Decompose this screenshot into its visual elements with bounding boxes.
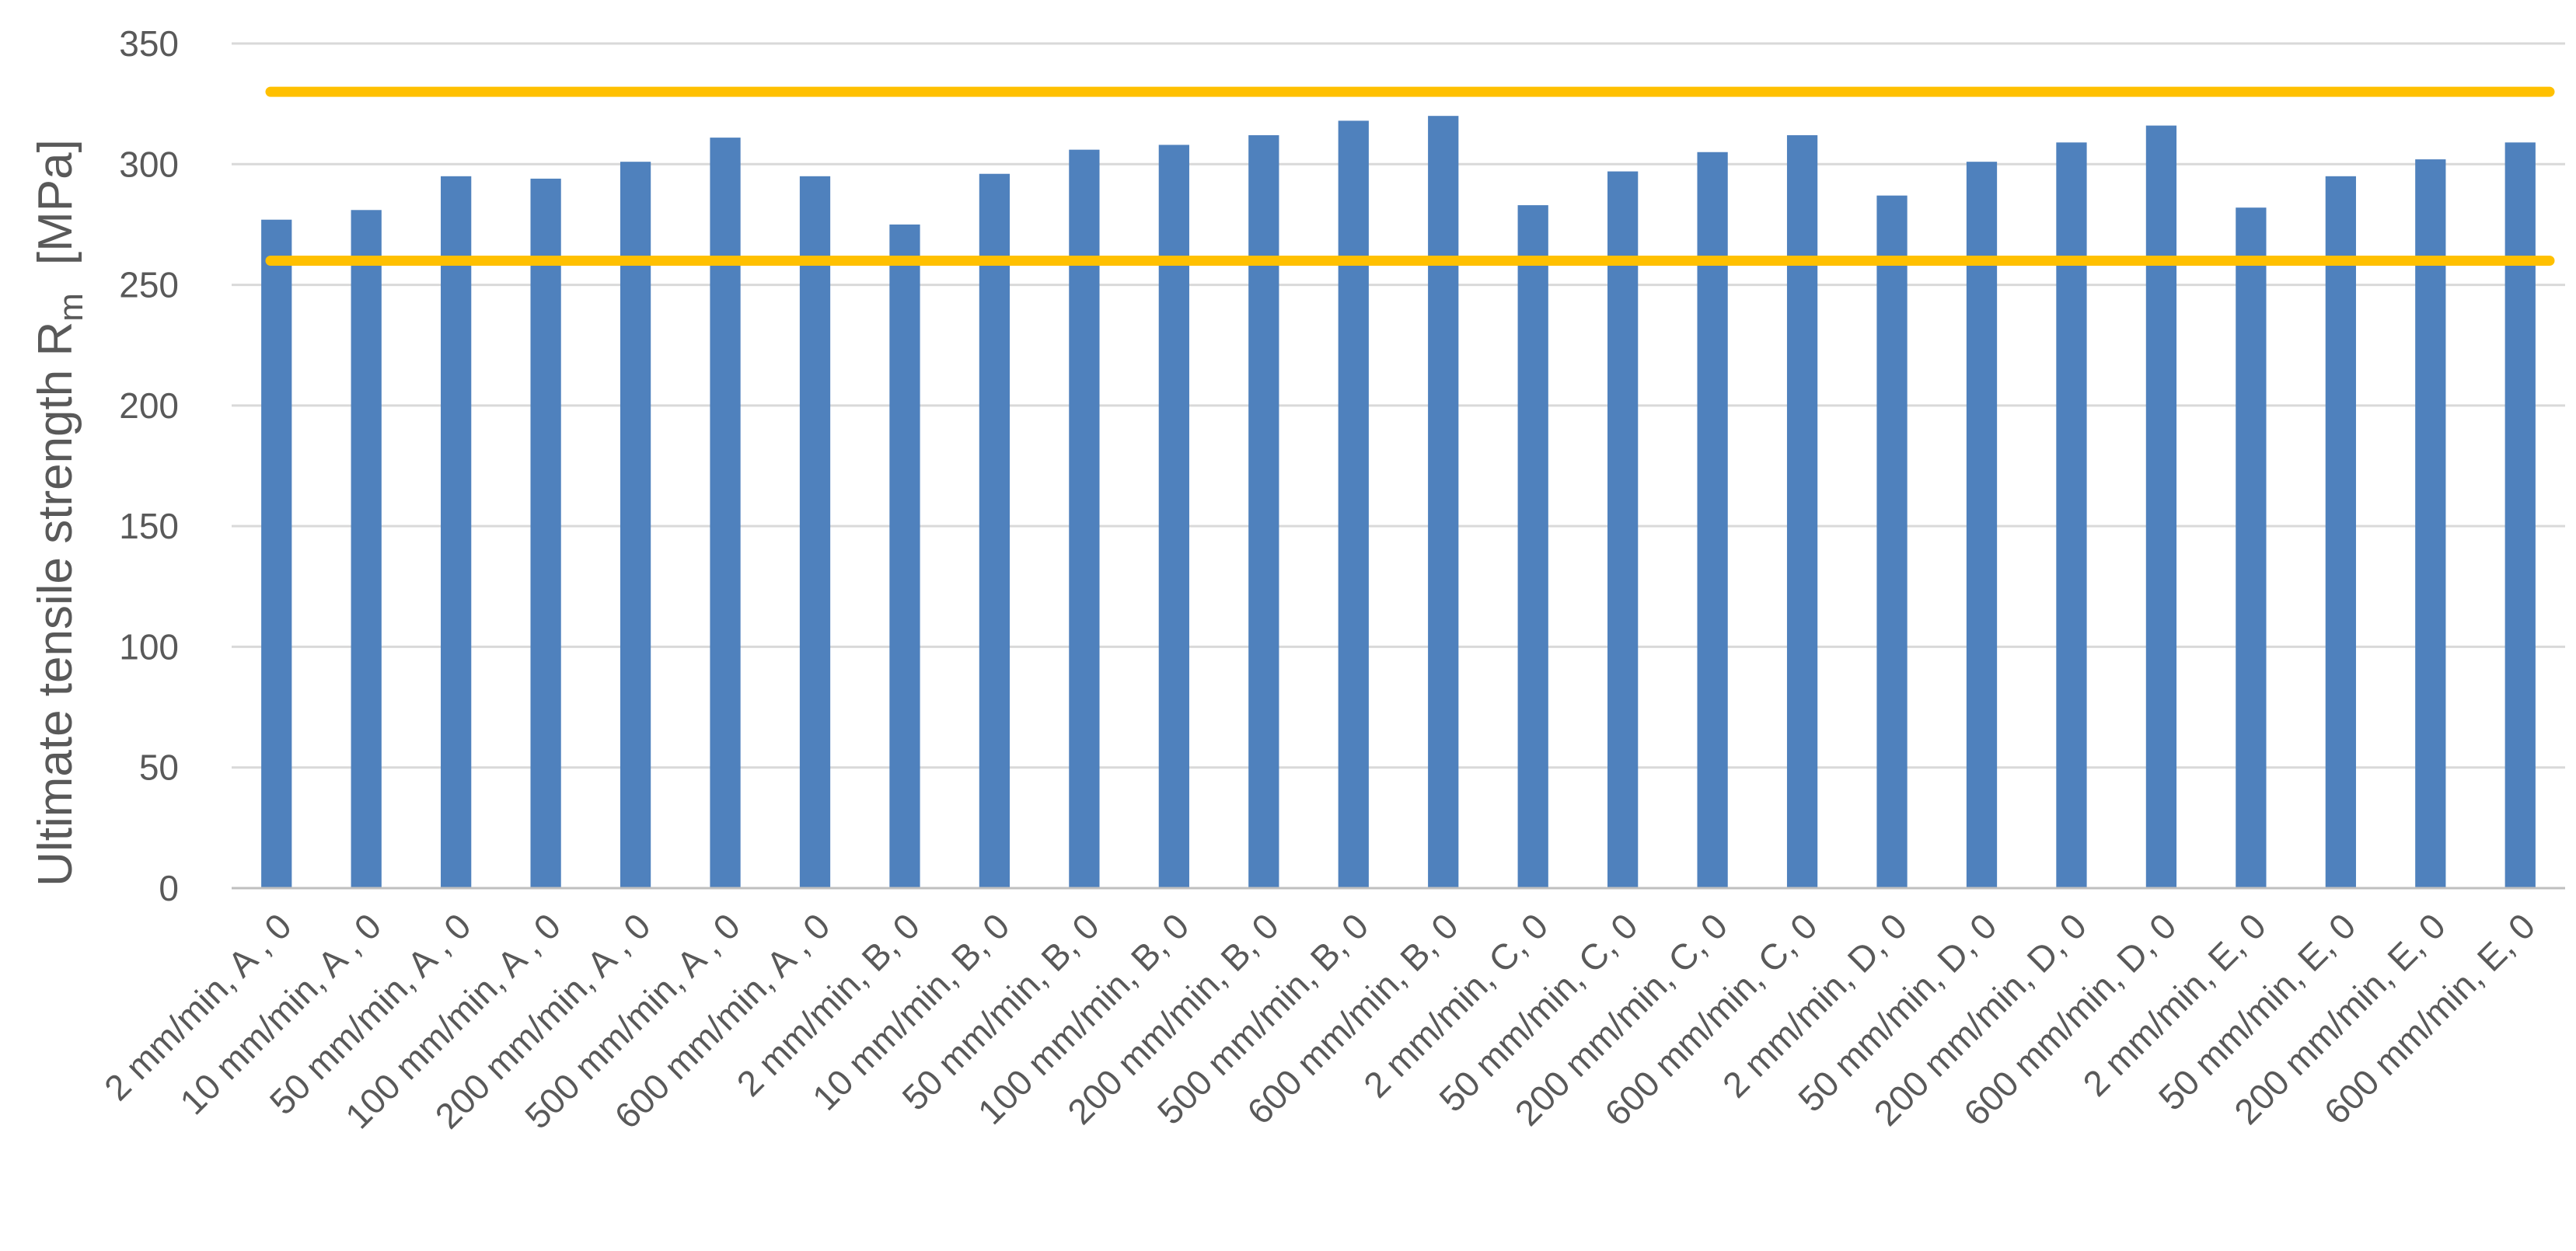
bar — [1697, 152, 1728, 888]
bar — [1428, 116, 1459, 888]
y-tick-label: 100 — [119, 626, 179, 667]
bar — [530, 178, 561, 889]
y-axis-label-main: Ultimate tensile strength R — [29, 322, 82, 887]
bar — [2415, 159, 2446, 888]
bar — [979, 173, 1011, 889]
bar — [351, 210, 382, 888]
grid-lines — [232, 42, 2565, 769]
bar — [2504, 142, 2536, 888]
bar — [1517, 205, 1548, 888]
bar — [1966, 162, 1998, 888]
y-tick-labels: 0 50 100 150 200 250 300 350 — [119, 23, 179, 908]
y-tick-label: 50 — [139, 747, 179, 788]
y-tick-label: 150 — [119, 506, 179, 546]
bar — [889, 224, 920, 888]
y-axis-label: Ultimate tensile strength Rm [MPa] — [29, 139, 90, 887]
bar — [620, 162, 651, 888]
x-tick-labels: 2 mm/min, A , 010 mm/min, A , 050 mm/min… — [96, 905, 2543, 1136]
bar — [799, 176, 831, 889]
reference-lines — [265, 86, 2555, 267]
bar — [2236, 207, 2267, 888]
bar — [2325, 176, 2356, 889]
y-tick-label: 250 — [119, 265, 179, 305]
bar — [1158, 145, 1189, 888]
bar — [2056, 142, 2087, 888]
bar — [1786, 135, 1818, 888]
y-tick-label: 200 — [119, 385, 179, 426]
bar — [710, 138, 741, 888]
bar — [1248, 135, 1279, 888]
bar — [261, 219, 292, 888]
y-axis-label-unit: [MPa] — [29, 139, 82, 265]
y-tick-label: 300 — [119, 144, 179, 184]
y-axis-label-subscript: m — [52, 293, 90, 322]
y-tick-label: 350 — [119, 23, 179, 64]
bar — [441, 176, 472, 889]
bar — [1069, 149, 1100, 888]
bar — [1607, 171, 1639, 889]
y-tick-label: 0 — [159, 868, 179, 908]
bar — [1338, 120, 1369, 888]
bar — [2145, 125, 2177, 888]
bar — [1876, 195, 1908, 888]
bars — [261, 116, 2536, 889]
